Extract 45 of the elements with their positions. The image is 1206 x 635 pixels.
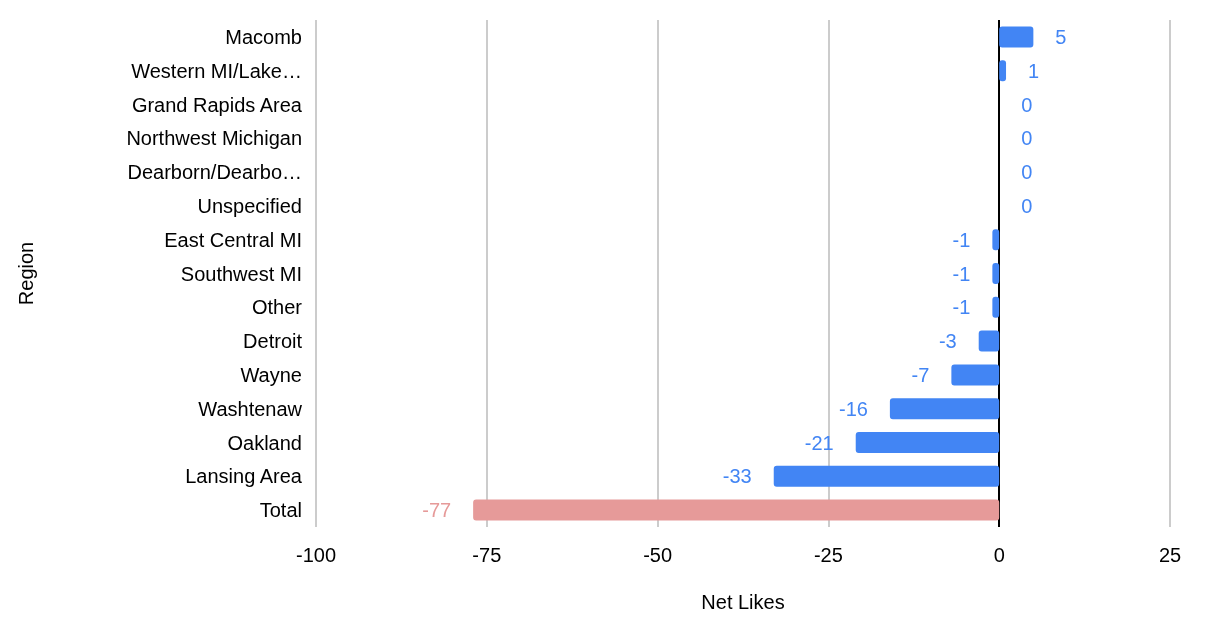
x-tick-label: -25: [813, 544, 843, 566]
data-label: 0: [1021, 194, 1033, 217]
x-tick-label: 25: [1158, 544, 1182, 566]
data-label: -3: [938, 330, 957, 353]
data-label: -7: [911, 363, 930, 386]
y-tick-label: Western MI/Lake…: [131, 59, 302, 82]
y-tick-label: Total: [259, 499, 302, 522]
y-tick-label: East Central MI: [164, 228, 302, 251]
data-label: -16: [838, 397, 868, 420]
x-tick-label: -50: [643, 544, 673, 566]
bar: [999, 26, 1034, 48]
data-label: 0: [1021, 93, 1033, 116]
data-label: 1: [1028, 59, 1040, 82]
data-label: -77: [422, 499, 452, 522]
bar: [889, 398, 1000, 420]
bar: [773, 465, 1000, 487]
y-tick-label: Northwest Michigan: [126, 127, 302, 150]
data-label: -21: [804, 431, 834, 454]
y-tick-label: Southwest MI: [180, 262, 302, 285]
bar: [951, 364, 1000, 386]
y-tick-label: Dearborn/Dearbo…: [127, 161, 302, 184]
bar: [978, 330, 1000, 352]
y-tick-label: Unspecified: [197, 194, 302, 217]
bar: [855, 432, 1000, 453]
x-tick-label: 0: [993, 544, 1005, 566]
y-axis-title: Region: [15, 241, 37, 306]
y-tick-label: Grand Rapids Area: [131, 93, 303, 116]
bar: [473, 499, 1000, 521]
x-tick-label: -100: [295, 544, 337, 566]
y-tick-label: Oakland: [227, 431, 302, 454]
x-axis-title: Net Likes: [701, 591, 785, 613]
data-label: -1: [952, 262, 971, 285]
data-label: 5: [1055, 25, 1067, 48]
data-label: -33: [722, 465, 752, 488]
x-tick-label: -75: [472, 544, 502, 566]
data-label: -1: [952, 228, 971, 251]
data-label: 0: [1021, 161, 1033, 184]
data-label: -1: [952, 296, 971, 319]
y-tick-label: Wayne: [240, 363, 302, 386]
y-tick-label: Lansing Area: [185, 465, 303, 488]
y-tick-label: Detroit: [243, 330, 303, 353]
y-tick-label: Macomb: [225, 25, 302, 48]
data-label: 0: [1021, 127, 1033, 150]
y-tick-label: Other: [251, 296, 303, 319]
y-tick-label: Washtenaw: [198, 397, 303, 420]
